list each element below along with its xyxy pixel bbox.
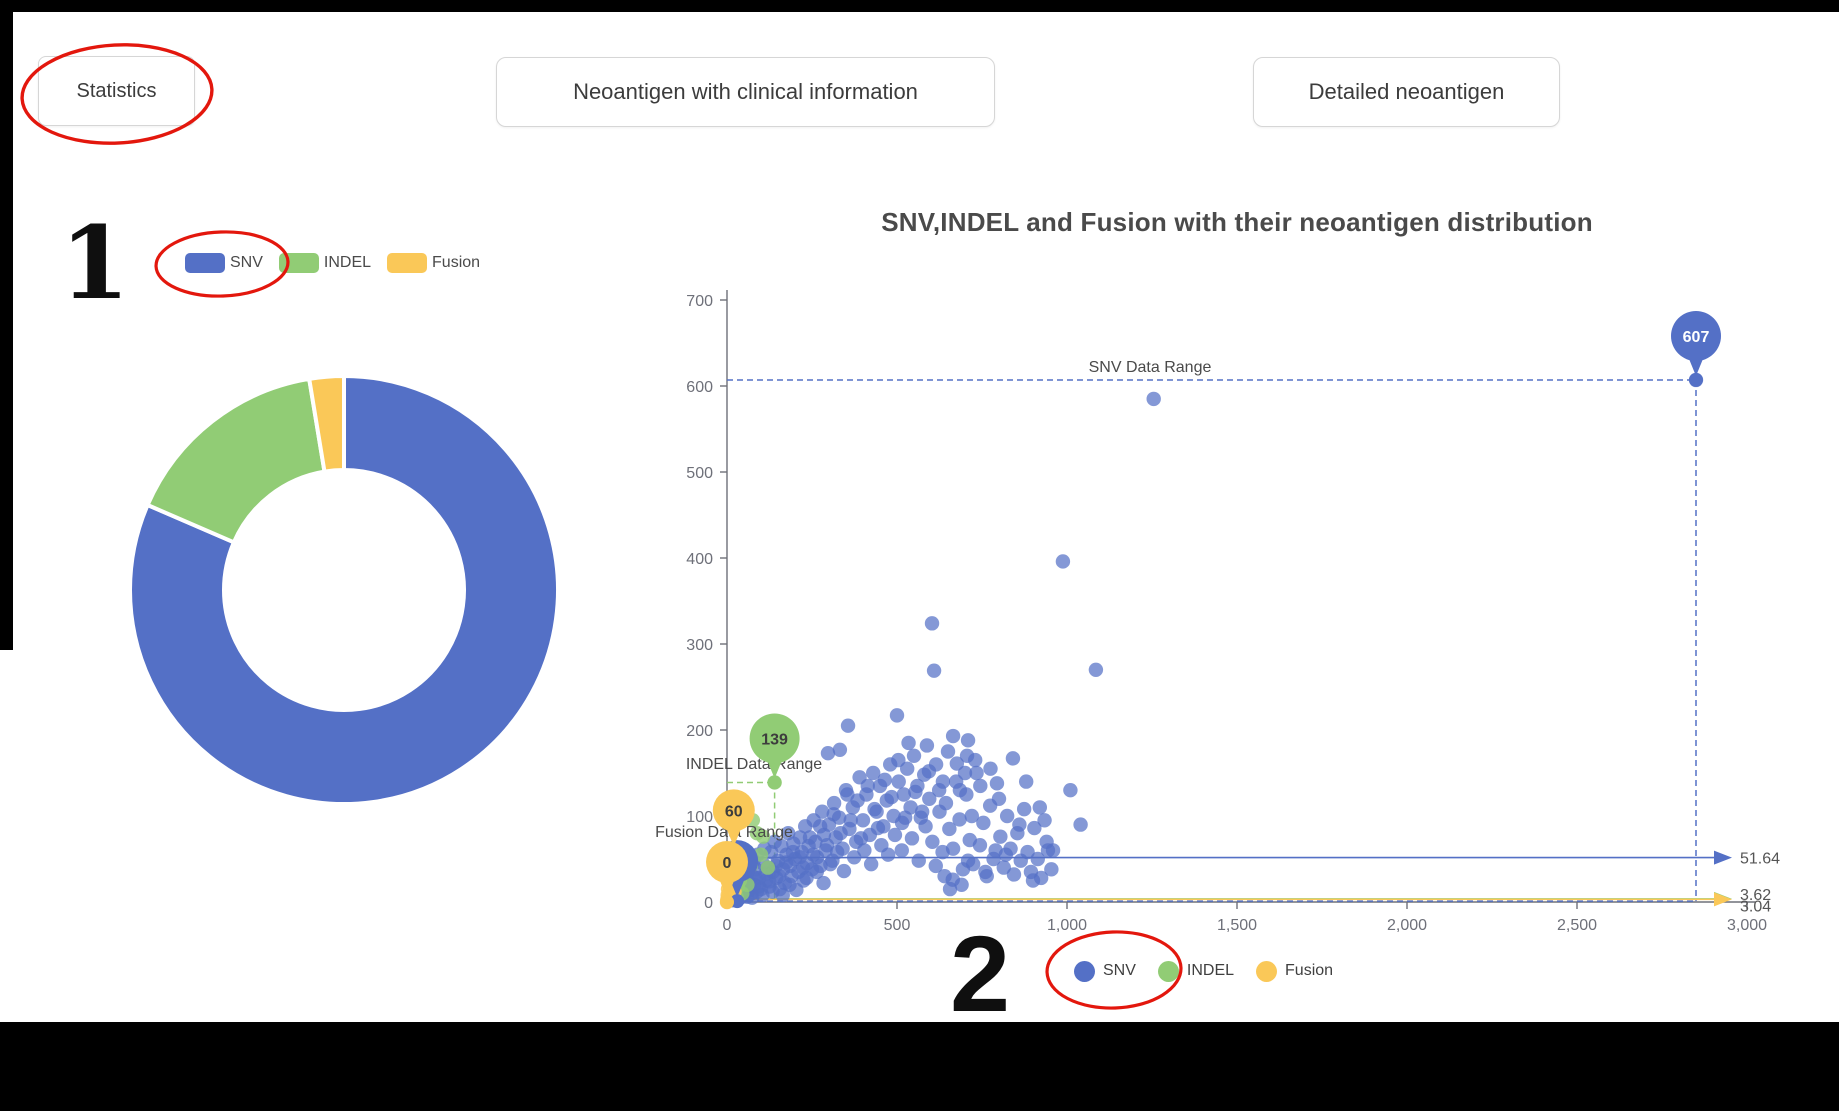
svg-text:2,000: 2,000 — [1387, 917, 1427, 934]
pie-legend-label-snv: SNV — [230, 254, 263, 271]
svg-text:500: 500 — [884, 917, 911, 934]
left-black-bar — [0, 0, 13, 650]
pie-legend-item-snv[interactable]: SNV — [185, 253, 263, 273]
scatter-legend-label-fusion: Fusion — [1285, 962, 1334, 979]
svg-text:1: 1 — [733, 854, 742, 871]
svg-text:700: 700 — [686, 293, 713, 310]
snv-swatch-icon — [185, 253, 225, 273]
scatter-legend-label-indel: INDEL — [1186, 962, 1235, 979]
svg-text:600: 600 — [686, 379, 713, 396]
indel-swatch-icon — [278, 253, 319, 273]
svg-text:300: 300 — [686, 637, 713, 654]
svg-text:3,000: 3,000 — [1727, 917, 1767, 934]
svg-text:0: 0 — [723, 917, 732, 934]
svg-text:INDEL Data Range: INDEL Data Range — [686, 756, 822, 773]
svg-text:SNV Data Range: SNV Data Range — [1089, 359, 1212, 376]
svg-text:400: 400 — [686, 551, 713, 568]
scatter-legend-label-snv: SNV — [1103, 962, 1136, 979]
indel-dot-icon — [1157, 960, 1179, 982]
svg-text:0: 0 — [723, 855, 732, 872]
annotation-number-1: 1 — [60, 204, 130, 322]
top-black-bar — [0, 0, 1839, 12]
pie-legend-item-fusion[interactable]: Fusion — [387, 253, 480, 273]
tab-detailed-neoantigen[interactable]: Detailed neoantigen — [1253, 57, 1560, 127]
fusion-dot-icon — [1256, 960, 1278, 982]
scatter-legend-item-fusion[interactable]: Fusion — [1256, 960, 1334, 982]
svg-text:139: 139 — [761, 731, 788, 748]
pie-legend: SNV INDEL Fusion — [185, 253, 480, 273]
bottom-black-bar — [0, 1022, 1839, 1111]
svg-text:2,500: 2,500 — [1557, 917, 1597, 934]
pie-legend-label-indel: INDEL — [323, 254, 372, 271]
svg-text:0: 0 — [704, 895, 713, 912]
scatter-chart-title: SNV,INDEL and Fusion with their neoantig… — [881, 207, 1593, 237]
tab-neoantigen-clinical-info[interactable]: Neoantigen with clinical information — [496, 57, 995, 127]
snv-dot-icon — [1074, 960, 1095, 982]
svg-text:500: 500 — [686, 465, 713, 482]
tab-statistics[interactable]: Statistics — [38, 56, 195, 126]
svg-text:1,000: 1,000 — [1047, 917, 1087, 934]
svg-text:60: 60 — [725, 803, 743, 820]
scatter-legend-item-indel[interactable]: INDEL — [1157, 960, 1235, 982]
pie-legend-label-fusion: Fusion — [432, 254, 481, 271]
svg-text:607: 607 — [1683, 329, 1710, 346]
svg-text:1,500: 1,500 — [1217, 917, 1257, 934]
scatter-legend: SNV INDEL Fusion — [1074, 948, 1333, 994]
svg-text:100: 100 — [686, 809, 713, 826]
svg-text:51.64: 51.64 — [1740, 851, 1780, 868]
svg-text:3.62: 3.62 — [1740, 887, 1771, 904]
svg-text:Fusion Data Range: Fusion Data Range — [655, 824, 793, 841]
scatter-legend-item-snv[interactable]: SNV — [1074, 960, 1136, 982]
svg-text:200: 200 — [686, 723, 713, 740]
annotation-number-2: 2 — [950, 913, 1011, 1034]
svg-text:3.04: 3.04 — [1740, 898, 1771, 915]
fusion-swatch-icon — [387, 253, 428, 273]
pie-legend-item-indel[interactable]: INDEL — [278, 253, 372, 273]
